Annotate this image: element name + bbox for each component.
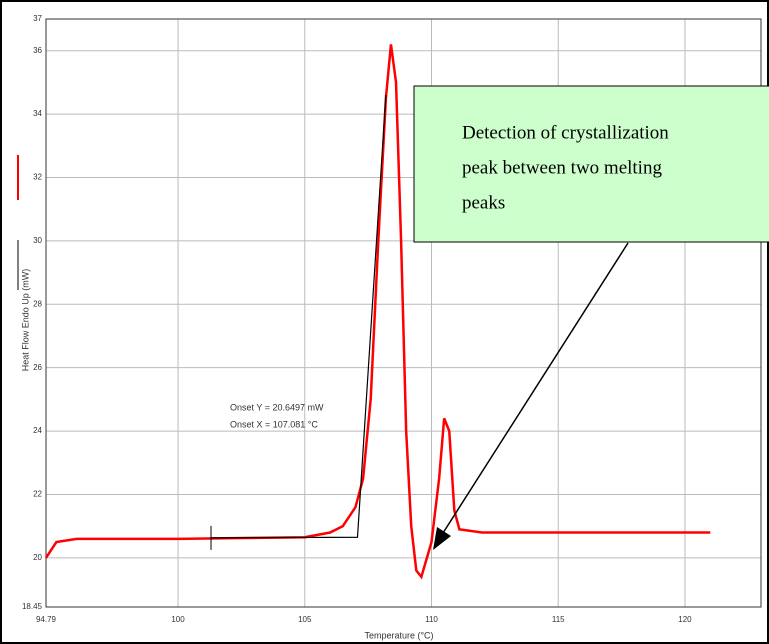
series-line [44,44,711,580]
y-tick-label: 24 [33,426,42,435]
series-line [210,95,387,539]
callout-text: peaks [462,192,505,213]
y-tick-label: 32 [33,173,42,182]
x-tick-label: 110 [425,615,438,624]
plot-border [45,18,762,608]
y-tick-label: 28 [33,299,42,308]
y-axis-label: Heat Flow Endo Up (mW) [20,269,30,372]
x-tick-label: 94.79 [36,615,57,624]
y-tick-label: 34 [33,109,42,118]
y-tick-label: 18.45 [22,602,43,611]
x-tick-label: 115 [552,615,565,624]
y-tick-label: 22 [33,490,42,499]
y-tick-label: 20 [33,553,42,562]
callout-text: Detection of crystallization [462,122,669,143]
callout-text: peak between two melting [462,157,662,178]
y-tick-label: 37 [33,14,42,23]
arrow-head [433,527,451,550]
annotation: Onset Y = 20.6497 mW [230,402,324,412]
annotation: Onset X = 107.081 °C [230,419,318,429]
y-tick-label: 26 [33,363,42,372]
x-tick-label: 105 [298,615,312,624]
x-tick-label: 120 [678,615,692,624]
callout-arrow [442,242,629,534]
callout-box [413,85,769,243]
y-tick-label: 30 [33,236,42,245]
y-tick-label: 36 [33,46,42,55]
x-tick-label: 100 [171,615,185,624]
x-axis-label: Temperature (°C) [364,630,433,640]
